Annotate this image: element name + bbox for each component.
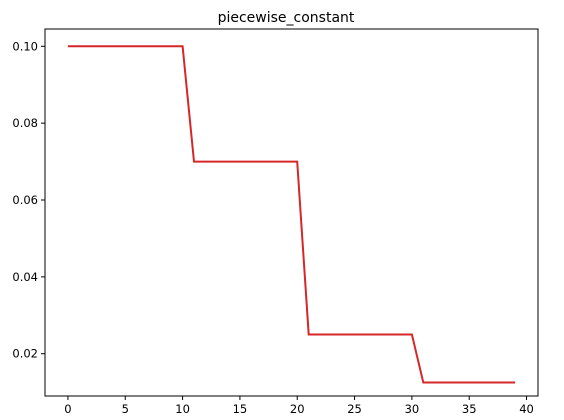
series-layer <box>67 45 516 384</box>
y-tick-label: 0.06 <box>12 193 38 207</box>
x-tick-label: 5 <box>122 402 129 416</box>
x-tick-label: 0 <box>64 402 71 416</box>
x-axis: 0 5 10 15 20 25 30 35 40 <box>64 396 534 416</box>
plot-area-frame <box>44 28 539 397</box>
y-tick-label: 0.02 <box>12 347 38 361</box>
x-tick-label: 15 <box>233 402 248 416</box>
y-axis: 0.02 0.04 0.06 0.08 0.10 <box>12 39 45 361</box>
x-tick-label: 40 <box>519 402 534 416</box>
y-tick-label: 0.10 <box>12 39 38 53</box>
x-tick-label: 10 <box>175 402 190 416</box>
y-tick-label: 0.04 <box>12 270 38 284</box>
x-tick-label: 35 <box>462 402 477 416</box>
x-tick-label: 30 <box>405 402 420 416</box>
chart-title: piecewise_constant <box>218 10 355 26</box>
series-line <box>67 45 516 384</box>
x-tick-label: 25 <box>347 402 362 416</box>
x-tick-label: 20 <box>290 402 305 416</box>
y-tick-label: 0.08 <box>12 116 38 130</box>
